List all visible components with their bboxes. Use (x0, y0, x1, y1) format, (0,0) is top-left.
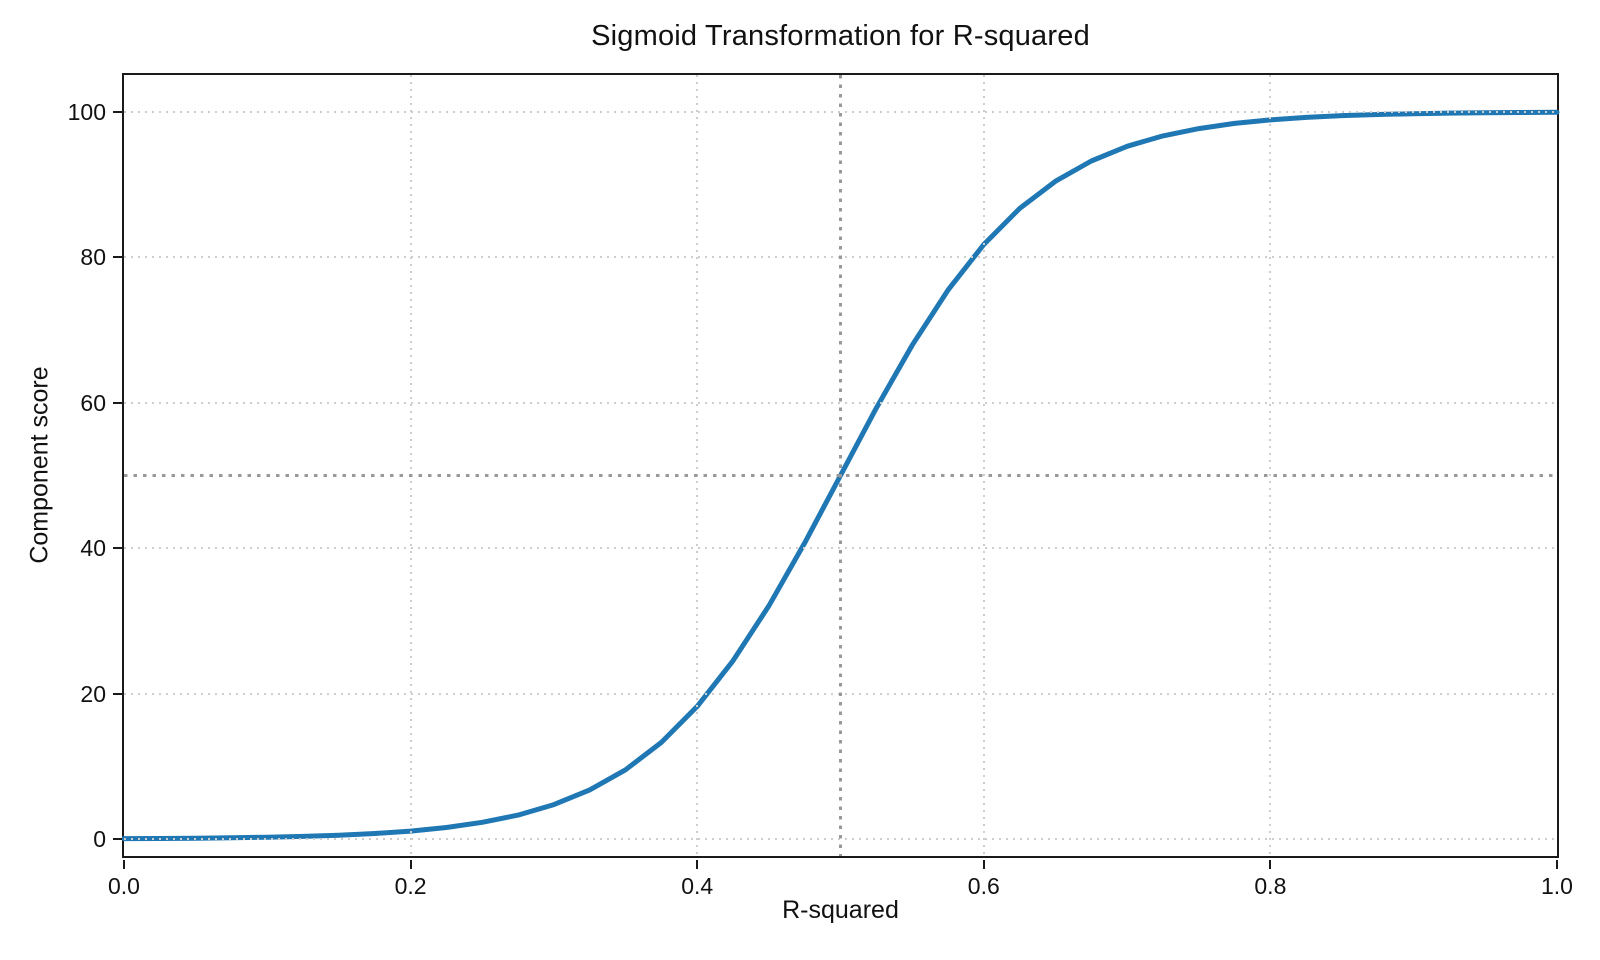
x-tick-mark-0.6 (982, 860, 985, 869)
x-tick-label-0.6: 0.6 (967, 873, 1000, 899)
x-axis-label: R-squared (782, 896, 899, 924)
y-tick-label-40: 40 (80, 535, 106, 562)
y-tick-label-80: 80 (80, 244, 106, 271)
y-tick-label-100: 100 (67, 98, 106, 125)
x-tick-mark-1.0 (1556, 860, 1558, 869)
y-tick-label-60: 60 (80, 389, 106, 416)
x-tick-label-0.2: 0.2 (394, 873, 427, 899)
x-tick-mark-0.8 (1269, 860, 1272, 869)
y-tick-label-0: 0 (93, 826, 106, 853)
y-tick-mark-0 (113, 838, 122, 841)
y-tick-mark-100 (113, 110, 122, 113)
plot-area: 0.0 0.2 0.4 0.6 0.8 1.0 0 20 40 60 80 100 (68, 73, 1573, 899)
y-tick-mark-60 (113, 401, 122, 404)
sigmoid-curve (121, 109, 1560, 842)
x-tick-label-0.0: 0.0 (108, 873, 140, 899)
x-tick-label-1.0: 1.0 (1541, 873, 1573, 899)
chart-title: Sigmoid Transformation for R-squared (591, 20, 1090, 52)
y-tick-mark-20 (113, 692, 122, 695)
sigmoid-curve-svg (121, 109, 1560, 842)
x-tick-label-0.8: 0.8 (1254, 873, 1287, 899)
x-tick-mark-0.4 (696, 860, 699, 869)
x-tick-mark-0.0 (123, 860, 125, 869)
y-tick-mark-40 (113, 547, 122, 550)
y-tick-mark-80 (113, 256, 122, 259)
x-tick-mark-0.2 (409, 860, 412, 869)
x-tick-label-0.4: 0.4 (681, 873, 714, 899)
y-tick-label-20: 20 (80, 680, 106, 707)
